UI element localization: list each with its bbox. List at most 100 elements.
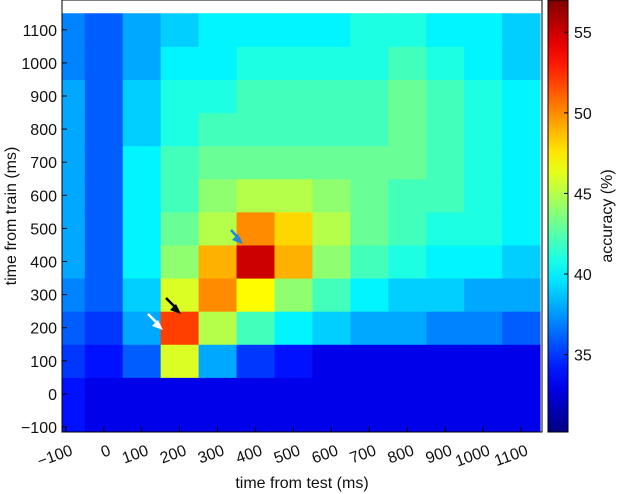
heat-cell <box>312 13 351 47</box>
heat-cell <box>350 344 389 378</box>
heat-cell <box>274 311 313 345</box>
heat-cell <box>350 410 389 432</box>
heat-cell <box>160 410 200 432</box>
heat-cell <box>388 311 427 345</box>
heat-cell <box>198 377 238 411</box>
heat-cell <box>312 311 351 345</box>
heat-cell <box>160 112 200 147</box>
heat-cell <box>502 244 541 279</box>
colorbar <box>547 0 569 433</box>
y-axis-label: time from train (ms) <box>3 147 20 286</box>
colorbar-tick-label: 45 <box>574 186 592 203</box>
heat-cell <box>426 13 465 47</box>
heat-cell <box>274 178 313 213</box>
heat-cell <box>350 145 389 180</box>
heat-cell <box>160 377 200 411</box>
heat-cell <box>502 13 541 47</box>
heat-cell <box>122 178 162 213</box>
heat-cell <box>198 410 238 432</box>
heat-cell <box>236 211 275 246</box>
heat-cell <box>198 79 238 114</box>
heat-cell <box>160 46 200 80</box>
y-tick-label: 700 <box>30 155 57 172</box>
heat-cell <box>426 377 465 411</box>
y-tick-label: 500 <box>30 221 57 238</box>
heat-cell <box>236 278 275 312</box>
heat-cell <box>464 377 503 411</box>
heat-cell <box>350 79 389 114</box>
heat-cell <box>350 311 389 345</box>
heat-cell <box>464 178 503 213</box>
x-tick-label: 900 <box>424 442 455 467</box>
heat-cell <box>388 178 427 213</box>
heat-cell <box>122 46 162 80</box>
heat-cell <box>312 178 351 213</box>
x-tick-label: 500 <box>272 442 303 467</box>
heat-cell <box>160 13 200 47</box>
heat-cell <box>426 278 465 312</box>
heat-cell <box>84 344 124 378</box>
heat-cell <box>160 244 200 279</box>
y-tick-label: −100 <box>21 420 57 437</box>
y-tick-label: 400 <box>30 255 57 272</box>
heat-cell <box>274 79 313 114</box>
heat-cell <box>312 278 351 312</box>
heat-cell <box>62 178 86 213</box>
heat-cell <box>198 178 238 213</box>
colorbar-label: accuracy (%) <box>599 169 616 262</box>
heat-cell <box>62 79 86 114</box>
heat-cell <box>312 46 351 80</box>
heat-cell <box>502 178 541 213</box>
y-tick-label: 300 <box>30 288 57 305</box>
heat-cell <box>388 211 427 246</box>
heat-cell <box>62 145 86 180</box>
heat-cell <box>62 410 86 432</box>
heat-cell <box>426 211 465 246</box>
heat-cell <box>160 211 200 246</box>
heat-cell <box>312 112 351 147</box>
y-tick-label: 0 <box>48 387 57 404</box>
heat-cell <box>464 211 503 246</box>
heat-cell <box>350 244 389 279</box>
heat-cell <box>426 79 465 114</box>
heat-cell <box>198 46 238 80</box>
x-tick-label: 800 <box>386 442 417 467</box>
heat-cell <box>62 112 86 147</box>
heat-cell <box>502 46 541 80</box>
heat-cell <box>274 13 313 47</box>
heat-cell <box>502 211 541 246</box>
x-tick-label: 400 <box>234 442 265 467</box>
heat-cell <box>426 178 465 213</box>
heat-cell <box>464 344 503 378</box>
x-tick-label: 100 <box>120 442 151 467</box>
x-tick-label: 1000 <box>453 442 492 470</box>
heat-cell <box>464 112 503 147</box>
heat-cell <box>84 377 124 411</box>
y-tick-label: 200 <box>30 321 57 338</box>
heat-cell <box>464 311 503 345</box>
heat-cell <box>502 79 541 114</box>
heat-cell <box>388 410 427 432</box>
heat-cell <box>84 112 124 147</box>
heat-cell <box>388 377 427 411</box>
heat-cell <box>426 311 465 345</box>
arrows <box>147 229 243 330</box>
x-tick-label: 200 <box>158 442 189 467</box>
heat-cell <box>62 278 86 312</box>
heat-cell <box>198 211 238 246</box>
x-tick-label: 300 <box>196 442 227 467</box>
heat-cell <box>426 410 465 432</box>
heat-cell <box>160 311 200 345</box>
heat-cell <box>122 244 162 279</box>
heat-cell <box>84 13 124 47</box>
heat-cell <box>236 244 275 279</box>
heat-cell <box>312 244 351 279</box>
x-tick-label: 700 <box>348 442 379 467</box>
heat-cell <box>426 46 465 80</box>
heat-cell <box>84 145 124 180</box>
x-tick-label: 600 <box>310 442 341 467</box>
y-tick-label: 900 <box>30 89 57 106</box>
heat-cell <box>464 145 503 180</box>
heat-cell <box>426 244 465 279</box>
